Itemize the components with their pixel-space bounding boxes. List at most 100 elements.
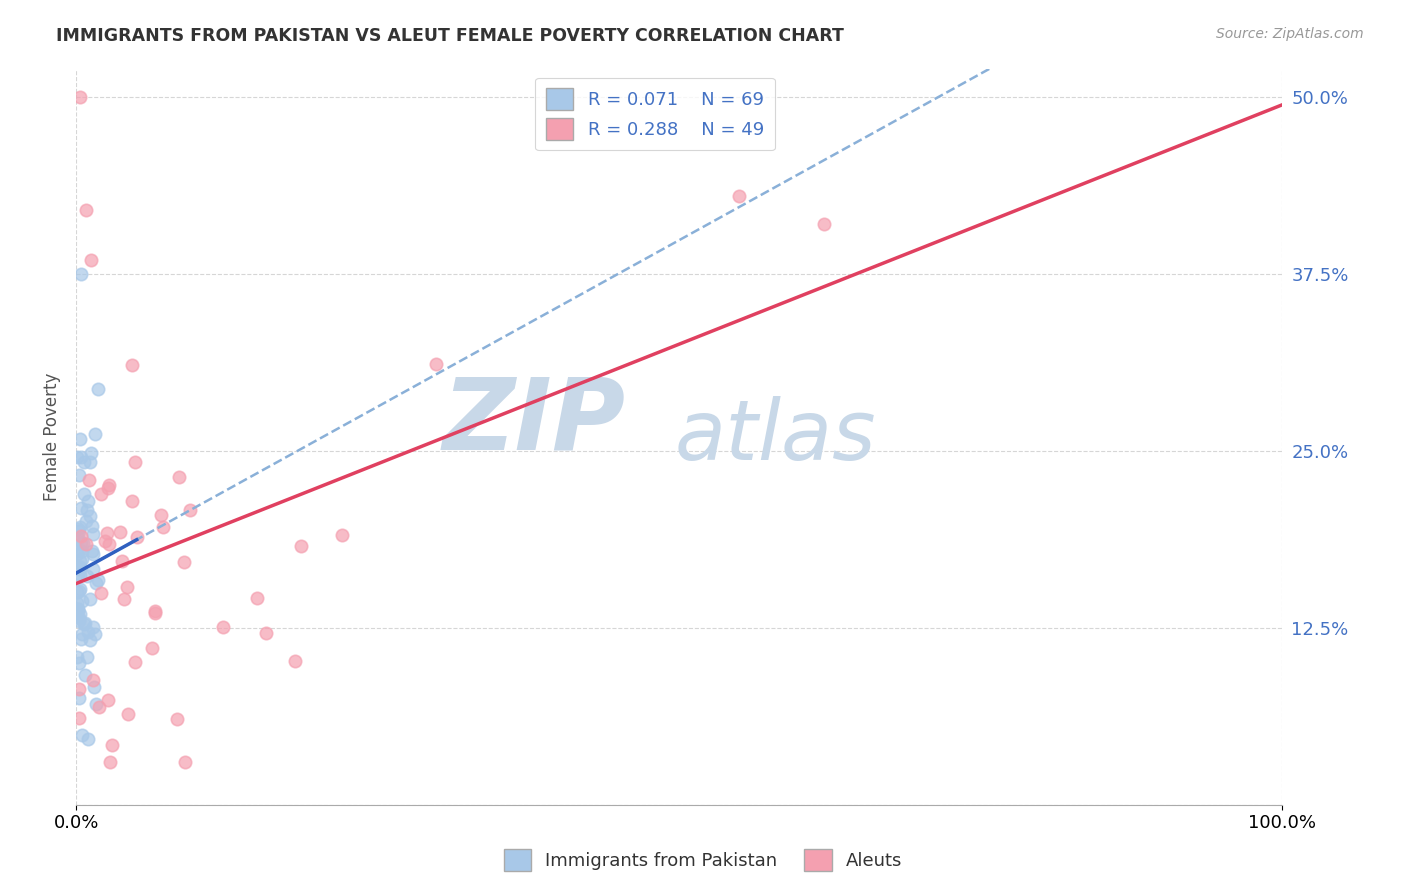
Text: ZIP: ZIP (443, 374, 626, 470)
Point (73, 668, 96, 682)
Point (67, 602, 90, 616)
Point (73, 615, 96, 630)
Point (100, 738, 122, 752)
Point (70, 501, 93, 516)
Point (67, 467, 90, 482)
Point (69, 90, 91, 104)
Point (66, 584, 89, 599)
Point (82, 527, 104, 541)
Point (72, 536, 94, 550)
Point (67, 584, 90, 599)
Point (112, 591, 135, 606)
Point (167, 470, 190, 484)
Point (82, 547, 104, 561)
Point (79, 454, 101, 468)
Point (75, 203, 97, 218)
Point (97, 537, 120, 551)
Point (66, 603, 89, 617)
Point (83, 627, 105, 641)
Point (254, 626, 277, 640)
Point (90, 487, 112, 501)
Point (143, 604, 166, 618)
Point (70, 593, 93, 607)
Point (67, 524, 90, 538)
Point (290, 539, 312, 553)
Point (67, 542, 90, 557)
Point (70, 450, 93, 465)
Text: Source: ZipAtlas.com: Source: ZipAtlas.com (1216, 27, 1364, 41)
Point (67, 657, 90, 671)
Point (67, 711, 90, 725)
Point (70, 632, 93, 647)
Point (82, 543, 104, 558)
Point (70, 551, 93, 566)
Point (84, 698, 107, 712)
Point (143, 606, 166, 620)
Point (115, 580, 138, 594)
Point (80, 446, 103, 460)
Point (69, 559, 91, 574)
Point (87, 700, 110, 714)
Point (66, 547, 89, 561)
Point (141, 640, 163, 655)
Point (728, 189, 751, 203)
Point (82, 619, 104, 633)
Point (75, 514, 97, 528)
Point (79, 509, 101, 524)
Point (425, 357, 447, 371)
Point (84, 575, 107, 590)
Point (70, 536, 93, 550)
Point (90, 586, 112, 600)
Point (69, 553, 91, 567)
Point (66, 566, 89, 581)
Point (66, 596, 89, 610)
Point (96, 526, 118, 541)
Point (69, 568, 91, 582)
Point (69, 562, 91, 576)
Point (174, 755, 197, 769)
Point (66, 602, 89, 616)
Point (330, 528, 353, 542)
Point (121, 494, 143, 508)
Point (97, 481, 120, 495)
Point (83, 426, 105, 441)
Point (124, 455, 146, 469)
Point (67, 522, 90, 536)
Point (82, 673, 104, 687)
Point (284, 654, 307, 668)
Point (111, 554, 134, 568)
Y-axis label: Female Poverty: Female Poverty (44, 373, 60, 500)
Point (179, 502, 201, 516)
Point (211, 620, 233, 634)
Point (127, 530, 149, 544)
Point (98, 755, 121, 769)
Point (79, 632, 101, 647)
Point (117, 706, 139, 721)
Point (121, 358, 143, 372)
Text: IMMIGRANTS FROM PAKISTAN VS ALEUT FEMALE POVERTY CORRELATION CHART: IMMIGRANTS FROM PAKISTAN VS ALEUT FEMALE… (56, 27, 844, 45)
Point (66, 608, 89, 623)
Point (69, 582, 91, 597)
Point (173, 555, 195, 569)
Point (70, 544, 93, 558)
Point (124, 655, 146, 669)
Point (152, 520, 174, 534)
Point (79, 473, 101, 487)
Point (66, 532, 89, 546)
Point (80, 252, 103, 267)
Point (97, 477, 120, 491)
Point (76, 569, 98, 583)
Point (97, 693, 120, 707)
Point (79, 592, 101, 607)
Point (70, 627, 93, 641)
Point (72, 728, 94, 742)
Point (246, 591, 269, 605)
Point (77, 731, 100, 746)
Point (77, 494, 100, 508)
Point (77, 624, 100, 639)
Point (76, 502, 98, 516)
Point (166, 712, 188, 726)
Point (87, 573, 110, 587)
Text: atlas: atlas (675, 396, 876, 477)
Point (70, 529, 93, 543)
